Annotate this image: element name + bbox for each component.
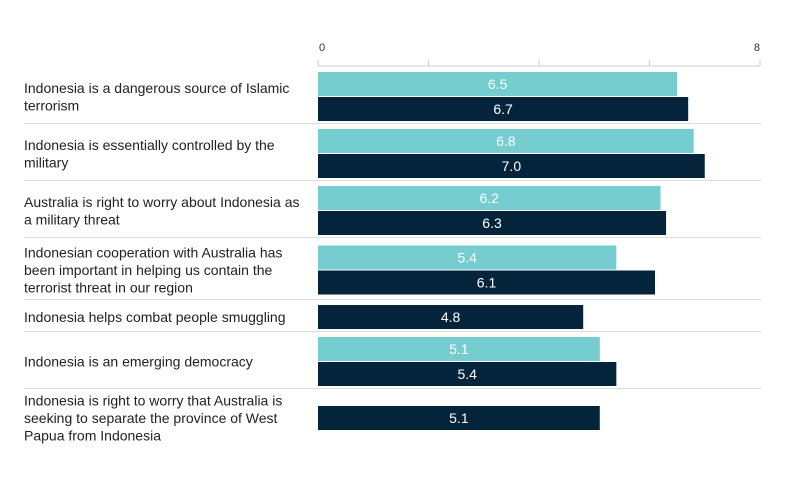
bar (318, 186, 661, 210)
category-label: Indonesia helps combat people smuggling (24, 309, 286, 325)
bar (318, 337, 600, 361)
category-label: Indonesia is essentially controlled by t… (24, 137, 275, 171)
x-tick-label: 0 (319, 42, 325, 54)
bar-value-label: 5.4 (457, 366, 477, 382)
category-label-line: terrorist threat in our region (24, 280, 193, 296)
bar-value-label: 6.2 (480, 190, 500, 206)
category-label-line: Indonesia is a dangerous source of Islam… (24, 80, 289, 96)
bar-value-label: 6.7 (493, 101, 513, 117)
bar (318, 362, 617, 386)
category-label-line: Indonesia is essentially controlled by t… (24, 137, 275, 153)
chart-row: 5.1 Indonesia is right to worry that Aust… (24, 393, 600, 444)
bar (318, 129, 694, 153)
bar-value-label: 6.3 (482, 215, 502, 231)
category-label-line: Indonesia is right to worry that Austral… (24, 393, 282, 409)
category-label-line: a military threat (24, 211, 120, 227)
bar (318, 305, 584, 329)
bar-value-label: 5.4 (457, 250, 477, 266)
bar (318, 406, 600, 430)
chart-row: 4.8 Indonesia helps combat people smuggli… (24, 305, 584, 329)
category-label-line: military (24, 154, 68, 170)
bar (318, 72, 678, 96)
x-tick-label: 8 (754, 42, 760, 54)
category-label: Indonesia is an emerging democracy (24, 354, 253, 370)
chart-rows: 6.5 6.7 Indonesia is a dangerous source of… (24, 72, 761, 444)
category-label: Indonesian cooperation with Australia ha… (24, 245, 282, 296)
bar-value-label: 6.1 (477, 275, 497, 291)
bar (318, 245, 617, 270)
category-label: Australia is right to worry about Indone… (24, 194, 299, 228)
bar-value-label: 7.0 (502, 158, 522, 174)
category-label-line: Papua from Indonesia (24, 428, 161, 444)
chart-row: 6.5 6.7 Indonesia is a dangerous source of… (24, 72, 689, 121)
bar-value-label: 6.8 (496, 133, 516, 149)
category-label: Indonesia is right to worry that Austral… (24, 393, 282, 444)
category-label-line: Australia is right to worry about Indone… (24, 194, 299, 210)
chart-row: 5.46.1 Indonesian cooperation with Austra… (24, 245, 656, 296)
bar-value-label: 5.1 (449, 410, 469, 426)
chart-row: 6.2 6.3 Australia is right to worry about … (24, 186, 667, 235)
chart-row: 5.1 5.4 Indonesia is an emerging democracy (24, 337, 617, 386)
category-label-line: Indonesia helps combat people smuggling (24, 309, 286, 325)
bar (318, 211, 667, 235)
bar (318, 97, 689, 121)
category-label: Indonesia is a dangerous source of Islam… (24, 80, 289, 114)
bar (318, 154, 705, 178)
category-label-line: Indonesia is an emerging democracy (24, 354, 253, 370)
category-label-line: been important in helping us contain the (24, 262, 272, 278)
bar (318, 270, 656, 295)
category-label-line: terrorism (24, 97, 79, 113)
bar-value-label: 5.1 (449, 341, 469, 357)
bar-value-label: 4.8 (441, 309, 461, 325)
category-label-line: Indonesian cooperation with Australia ha… (24, 245, 282, 261)
bar-value-label: 6.5 (488, 76, 508, 92)
chart-row: 6.8 7.0 Indonesia is essentially controlle… (24, 129, 705, 178)
category-label-line: seeking to separate the province of West (24, 410, 278, 426)
